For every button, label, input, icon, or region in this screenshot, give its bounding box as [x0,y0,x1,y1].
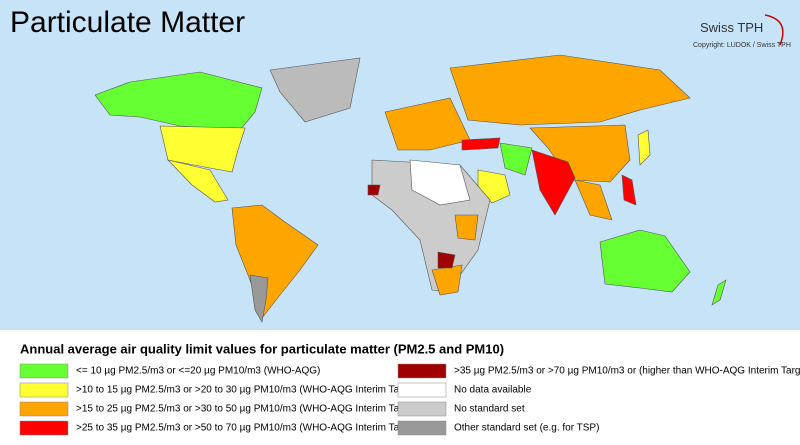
legend-swatch [19,382,69,398]
sahara [409,159,471,206]
china [529,124,631,183]
legend-swatch [19,363,69,379]
philippines [621,174,637,206]
legend-swatch [19,420,69,436]
botswana [437,251,456,269]
copyright: Copyright: LUDOK / Swiss TPH [693,42,791,49]
saudi-arabia [477,169,511,204]
logo-swoosh [764,14,784,46]
legend-label: <= 10 µg PM2.5/m3 or <=20 µg PM10/m3 (WH… [76,366,320,377]
southeast-asia [574,179,613,221]
greenland [269,57,361,123]
legend-swatch [397,382,447,398]
legend-swatch [397,420,447,436]
argentina-chile [249,274,269,323]
canada-alaska [94,71,263,131]
iran [499,142,533,176]
japan [637,129,651,166]
turkey [461,137,501,151]
legend-title: Annual average air quality limit values … [20,341,504,356]
legend-label: Other standard set (e.g. for TSP) [454,423,599,434]
russia [449,54,691,126]
legend: <= 10 µg PM2.5/m3 or <=20 µg PM10/m3 (WH… [19,363,800,436]
legend-label: >25 to 35 µg PM2.5/m3 or >50 to 70 µg PM… [76,423,428,434]
europe [384,97,471,151]
legend-label: No standard set [454,404,525,415]
australia [599,229,691,293]
legend-label: No data available [454,385,532,396]
world-map [94,54,727,323]
legend-label: >10 to 15 µg PM2.5/m3 or >20 to 30 µg PM… [76,385,428,396]
legend-swatch [397,363,447,379]
legend-swatch [397,401,447,417]
legend-swatch [19,401,69,417]
mexico [167,159,229,203]
legend-label: >35 µg PM2.5/m3 or >70 µg PM10/m3 or (hi… [454,366,800,377]
senegal [367,184,381,196]
tanzania [454,214,479,241]
new-zealand [711,279,727,306]
title: Particulate Matter [10,6,245,39]
legend-label: >15 to 25 µg PM2.5/m3 or >30 to 50 µg PM… [76,404,428,415]
india [531,149,576,216]
logo: Swiss TPH [700,20,763,35]
